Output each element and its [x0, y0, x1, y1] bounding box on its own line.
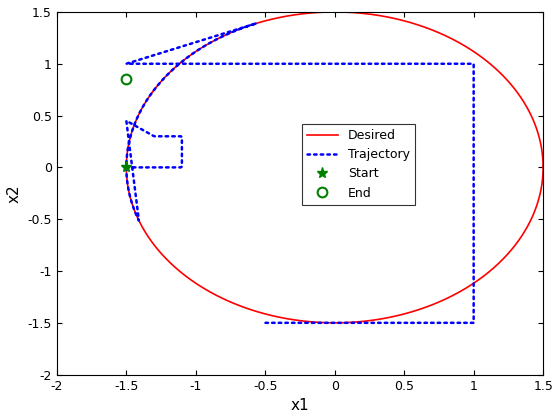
Desired — [540, 165, 547, 170]
Desired — [331, 320, 338, 326]
Y-axis label: x2: x2 — [7, 184, 22, 202]
Trajectory — [189, 52, 195, 57]
Desired — [395, 313, 402, 318]
Trajectory — [221, 61, 228, 66]
X-axis label: x1: x1 — [291, 398, 309, 413]
Trajectory — [148, 165, 155, 170]
Line: Trajectory: Trajectory — [127, 23, 474, 323]
Desired — [137, 109, 143, 114]
Trajectory — [262, 320, 269, 326]
Trajectory — [291, 61, 298, 66]
Desired — [540, 165, 547, 170]
Trajectory — [253, 21, 260, 26]
Desired — [158, 78, 165, 83]
Line: Desired: Desired — [127, 12, 543, 323]
Trajectory — [470, 286, 477, 291]
Desired — [373, 317, 380, 322]
Trajectory — [123, 165, 130, 170]
Desired — [498, 72, 505, 77]
Trajectory — [319, 320, 325, 326]
Legend: Desired, Trajectory, Start, End: Desired, Trajectory, Start, End — [302, 124, 415, 205]
Desired — [331, 9, 338, 14]
Trajectory — [470, 320, 477, 326]
Desired — [252, 309, 259, 314]
